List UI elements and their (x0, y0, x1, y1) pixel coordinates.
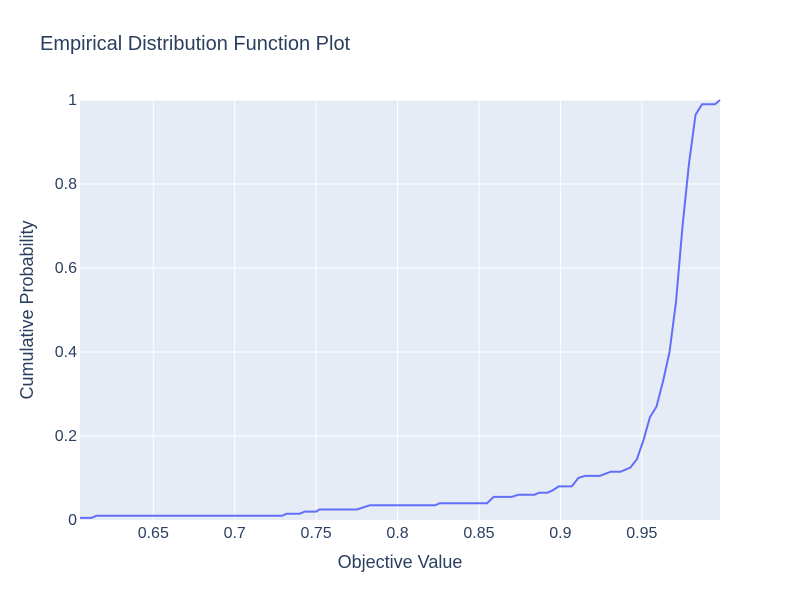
x-tick-label: 0.8 (386, 525, 408, 542)
ecdf-series-line (80, 99, 721, 519)
y-tick-label: 0.8 (55, 176, 77, 193)
x-tick-label: 0.9 (549, 525, 571, 542)
x-tick-label: 0.85 (463, 525, 494, 542)
series-layer (80, 99, 721, 519)
y-tick-label: 0 (68, 512, 77, 529)
x-tick-label: 0.65 (138, 525, 169, 542)
x-tick-label: 0.7 (224, 525, 246, 542)
x-tick-label: 0.95 (626, 525, 657, 542)
y-tick-label: 0.4 (55, 344, 77, 361)
grid-lines (80, 99, 720, 520)
y-axis-label: Cumulative Probability (17, 220, 37, 399)
y-tick-label: 0.6 (55, 260, 77, 277)
x-axis-label: Objective Value (338, 552, 463, 572)
x-tick-label: 0.75 (301, 525, 332, 542)
chart-title: Empirical Distribution Function Plot (40, 33, 351, 55)
y-tick-label: 1 (68, 92, 77, 109)
plot-area (80, 100, 720, 520)
y-tick-label: 0.2 (55, 428, 77, 445)
tick-labels: 0.65 0.7 0.75 0.8 0.85 0.9 0.95 0 0.2 0.4 0.6 0.8 1 (55, 92, 658, 542)
